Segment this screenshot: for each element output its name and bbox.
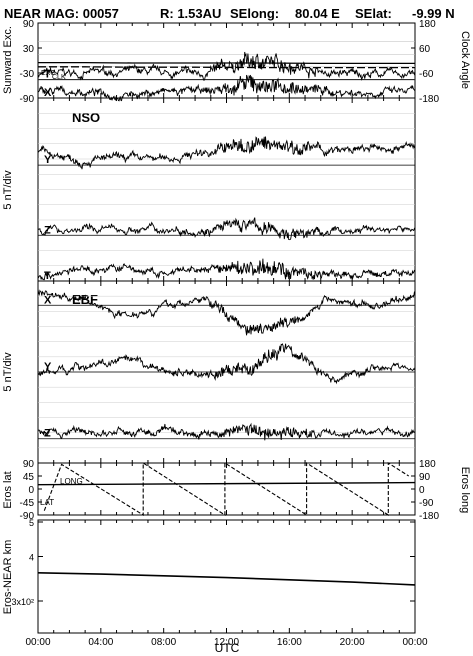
y-tick-label-right: -180 xyxy=(419,511,439,522)
series-line-long xyxy=(43,461,409,517)
series-line-y xyxy=(37,343,416,385)
series-line-lat xyxy=(37,481,416,486)
x-tick-label: 00:00 xyxy=(25,637,50,648)
series-label-exc: EXC xyxy=(41,70,55,77)
y-tick-label-right: -180 xyxy=(419,94,439,105)
series-line-z xyxy=(37,217,416,241)
ylabel-eros-lat: Eros lat xyxy=(2,471,14,508)
y-tick-label-right: -90 xyxy=(419,498,434,509)
series-line-distance xyxy=(37,572,416,586)
panel-sunward-clock-frame xyxy=(37,22,416,99)
header-selat-value: -9.99 N xyxy=(412,6,455,21)
x-tick-label: 16:00 xyxy=(277,637,302,648)
header-selong-value: 80.04 E xyxy=(295,6,340,21)
x-tick-label: 04:00 xyxy=(88,637,113,648)
series-label-y: Y xyxy=(44,361,52,373)
series-line-y xyxy=(37,136,416,170)
header-range: R: 1.53AU xyxy=(160,6,221,21)
y-tick-label-left: 0 xyxy=(28,485,34,496)
series-label-long: LONG xyxy=(60,477,83,486)
y-tick-label-left: -90 xyxy=(20,511,35,522)
x-axis-label: UTC xyxy=(215,641,240,655)
x-tick-label: 00:00 xyxy=(402,637,427,648)
series-label-x: X xyxy=(44,87,52,99)
series-line-clk xyxy=(38,66,415,69)
y-tick-label-left: 5 xyxy=(29,518,34,528)
y-tick-label-left: 90 xyxy=(23,459,35,470)
y-tick-label-left: -45 xyxy=(20,498,35,509)
series-line-t xyxy=(37,51,416,81)
ylabel-nso: 5 nT/div xyxy=(2,170,14,210)
x-tick-label: 20:00 xyxy=(340,637,365,648)
y-tick-label-left: -30 xyxy=(20,69,35,80)
y-tick-label-right: 60 xyxy=(419,44,431,55)
y-tick-label-right: 0 xyxy=(419,485,425,496)
y-tick-label-left: 30 xyxy=(23,44,35,55)
series-line-exc xyxy=(38,61,415,65)
y-tick-label-right: 90 xyxy=(419,472,431,483)
ylabel-eros-near: Eros-NEAR km xyxy=(2,540,14,615)
nso-panel-title: NSO xyxy=(72,110,100,125)
series-label-t: T xyxy=(44,69,51,81)
series-label-x: X xyxy=(44,294,52,306)
panel-eros-latlong-frame xyxy=(37,462,416,516)
header-selong-label: SElong: xyxy=(230,6,279,21)
y-tick-label-left: 3x10² xyxy=(11,597,34,607)
series-label-clk: CLK xyxy=(52,74,66,81)
ylabel-ebf: 5 nT/div xyxy=(2,352,14,392)
x-tick-label: 12:00 xyxy=(214,637,239,648)
series-label-lat: LAT xyxy=(40,498,54,507)
y-tick-label-right: -60 xyxy=(419,69,434,80)
y-tick-label-left: -90 xyxy=(20,94,35,105)
y-tick-label-right: 180 xyxy=(419,19,436,30)
series-line-t xyxy=(37,258,416,281)
series-line-x xyxy=(37,289,415,336)
series-line-x xyxy=(37,74,416,102)
y-tick-label-left: 4 xyxy=(29,553,34,563)
y-tick-label-right: 180 xyxy=(419,459,436,470)
ylabel-sunward: Sunward Exc. xyxy=(2,26,14,94)
panel-eros-distance-frame xyxy=(37,519,416,634)
header-title: NEAR MAG: 00057 xyxy=(4,6,119,21)
header-selat-label: SElat: xyxy=(355,6,392,21)
series-label-t: T xyxy=(44,270,51,282)
y-tick-label-left: 90 xyxy=(23,19,35,30)
x-tick-label: 08:00 xyxy=(151,637,176,648)
series-line-z xyxy=(37,422,416,441)
ylabel-eros-long: Eros long xyxy=(459,467,471,513)
series-label-y: Y xyxy=(44,154,52,166)
ylabel-clock: Clock Angle xyxy=(459,31,471,89)
y-tick-label-left: 45 xyxy=(23,472,35,483)
